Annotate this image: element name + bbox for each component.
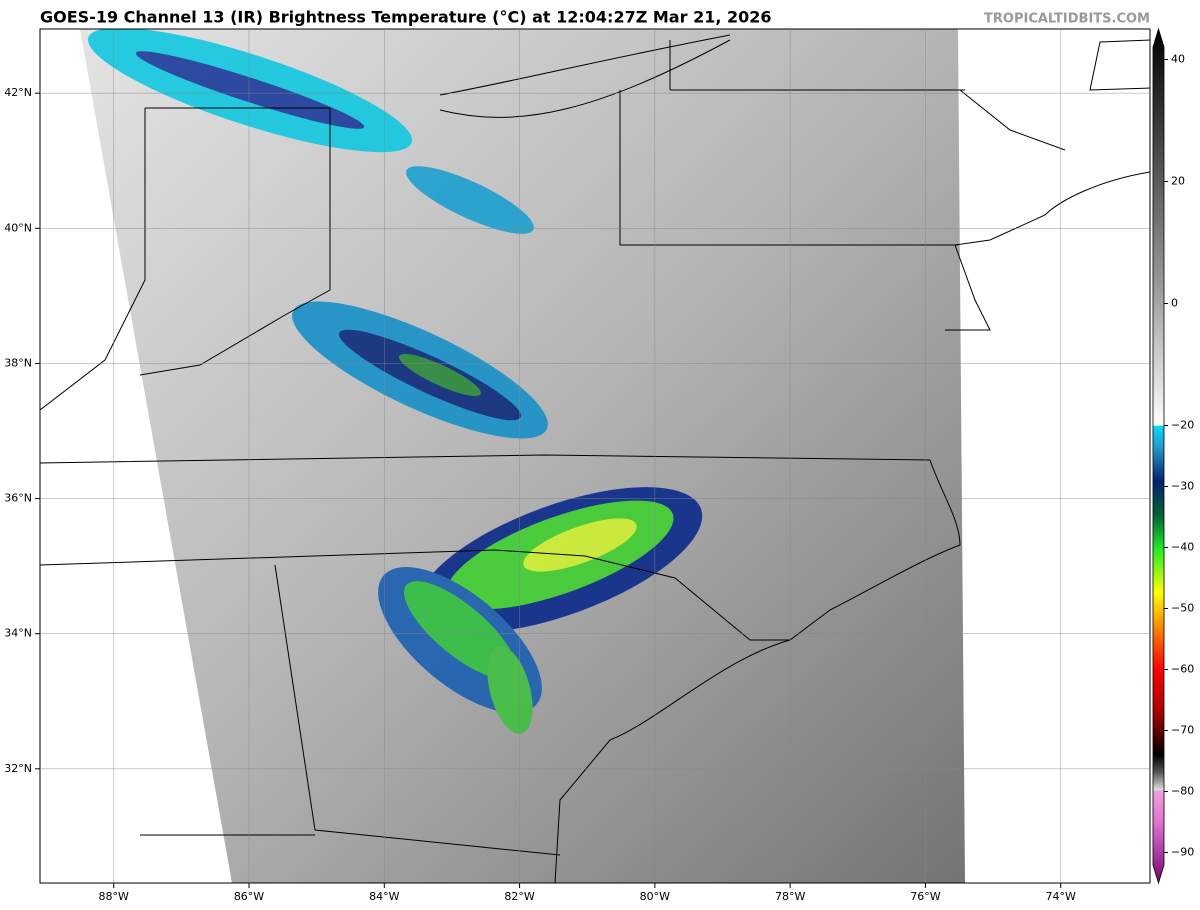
y-tick-label: 36°N	[4, 492, 32, 505]
colorbar-scale	[1152, 27, 1165, 885]
y-tick-label: 32°N	[4, 762, 32, 775]
colorbar-label: −50	[1171, 602, 1194, 615]
colorbar-label: −60	[1171, 663, 1194, 676]
map	[40, 29, 1150, 883]
watermark: TROPICALTIDBITS.COM	[984, 12, 1150, 27]
x-tick-label: 88°W	[99, 890, 129, 903]
x-tick-label: 76°W	[910, 890, 940, 903]
satellite-image	[80, 29, 965, 883]
map-frame	[39, 28, 1151, 884]
colorbar: 40 20 0 −20 −30 −40 −50 −60 −70 −80 −90	[1152, 27, 1194, 885]
x-tick-label: 78°W	[775, 890, 805, 903]
colorbar-label: −90	[1171, 846, 1194, 859]
y-tick-label: 34°N	[4, 627, 32, 640]
colorbar-label: 0	[1171, 297, 1178, 310]
colorbar-label: −20	[1171, 419, 1194, 432]
x-tick-label: 74°W	[1046, 890, 1076, 903]
x-tick-label: 86°W	[234, 890, 264, 903]
y-tick-label: 40°N	[4, 221, 32, 234]
boundaries	[40, 34, 1150, 883]
colorbar-label: −80	[1171, 785, 1194, 798]
x-tick-label: 82°W	[504, 890, 534, 903]
colorbar-label: 20	[1171, 175, 1185, 188]
colorbar-label: −30	[1171, 480, 1194, 493]
y-tick-label: 42°N	[4, 86, 32, 99]
x-tick-label: 84°W	[369, 890, 399, 903]
colorbar-label: 40	[1171, 53, 1185, 66]
title: GOES-19 Channel 13 (IR) Brightness Tempe…	[40, 8, 772, 27]
colorbar-label: −70	[1171, 724, 1194, 737]
y-tick-label: 38°N	[4, 356, 32, 369]
colorbar-label: −40	[1171, 541, 1194, 554]
x-tick-label: 80°W	[640, 890, 670, 903]
